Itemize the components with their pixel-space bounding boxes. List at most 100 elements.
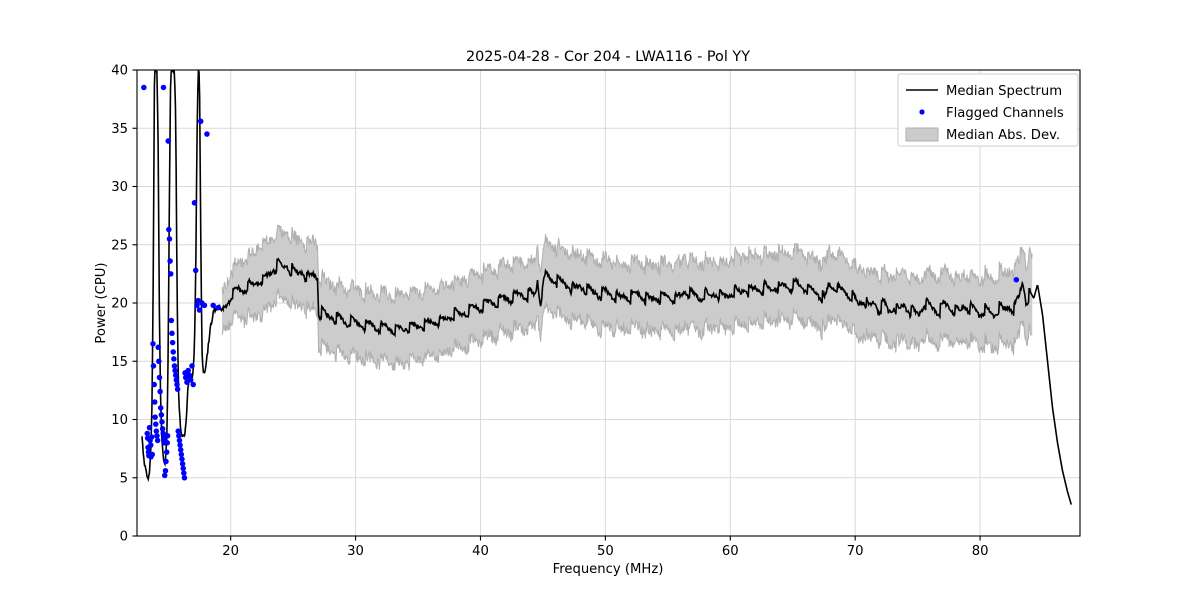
- flagged-channel-dot: [160, 430, 166, 437]
- plot-content: [141, 70, 1073, 505]
- flagged-channel-dot: [174, 386, 181, 392]
- tick-label-x: 70: [847, 544, 864, 559]
- flagged-channel-dot: [149, 451, 155, 458]
- flagged-channel-dot: [170, 349, 176, 355]
- flagged-channel-dot: [151, 381, 157, 388]
- tick-label-y: 40: [111, 64, 128, 79]
- flagged-channel-dot: [180, 465, 186, 472]
- tick-label-y: 0: [120, 530, 128, 545]
- flagged-channel-dot: [165, 138, 171, 144]
- flagged-channel-dot: [157, 405, 164, 411]
- flagged-channel-dot: [167, 258, 173, 264]
- flagged-channel-dot: [172, 372, 179, 378]
- flagged-channel-dot: [157, 388, 163, 395]
- flagged-channel-dot: [174, 381, 180, 388]
- flagged-channel-dot: [181, 474, 188, 481]
- axis-ticks: 20 30 40 50 60 70 80 0 5 10 15 20 25 30 35 40: [111, 64, 988, 559]
- flagged-channel-dot: [173, 377, 180, 383]
- flagged-channel-dot: [187, 377, 194, 383]
- legend-label-median-spectrum: Median Spectrum: [946, 84, 1062, 99]
- flagged-channel-dot: [160, 84, 167, 91]
- flagged-channel-dot: [154, 433, 160, 439]
- flagged-channel-dot: [210, 302, 216, 309]
- tick-label-y: 20: [111, 297, 128, 312]
- flagged-channel-dot: [196, 307, 203, 313]
- mad-upper-edge: [221, 224, 1033, 305]
- flagged-channel-dot: [172, 367, 178, 374]
- tick-label-y: 25: [111, 238, 128, 253]
- flagged-channel-dot: [150, 341, 156, 347]
- flagged-channel-dot: [161, 472, 168, 479]
- flagged-channel-dot: [155, 344, 161, 351]
- flagged-channel-dot: [190, 381, 196, 388]
- flagged-channel-dot: [201, 302, 208, 309]
- flagged-channel-dot: [164, 433, 171, 439]
- flagged-channel-dot: [163, 458, 169, 465]
- flagged-channel-dot: [191, 200, 198, 206]
- flagged-channel-dot: [151, 399, 158, 405]
- legend-box[interactable]: Median Spectrum Flagged Channels Median …: [897, 73, 1079, 147]
- flagged-channel-dot: [156, 374, 163, 381]
- y-axis-label: Power (CPU): [94, 262, 109, 343]
- flagged-channel-dot: [192, 267, 199, 274]
- legend-label-median-abs-dev: Median Abs. Dev.: [946, 128, 1060, 143]
- legend-dot-swatch: [919, 109, 925, 115]
- flagged-channel-dot: [144, 430, 150, 437]
- flagged-channel-dot: [154, 437, 161, 444]
- flagged-channel-dot: [176, 433, 182, 439]
- page-title: 2025-04-28 - Cor 204 - LWA116 - Pol YY: [466, 49, 750, 65]
- tick-label-x: 50: [597, 544, 614, 559]
- flagged-channel-dot: [171, 356, 177, 362]
- legend-frame: [897, 73, 1079, 147]
- tick-label-y: 15: [111, 355, 128, 370]
- flagged-channel-dot: [164, 440, 170, 446]
- flagged-channels-scatter: [141, 84, 1020, 481]
- x-axis-label: Frequency (MHz): [553, 562, 664, 577]
- flagged-channel-dot: [147, 442, 154, 448]
- legend-label-flagged-channels: Flagged Channels: [946, 106, 1064, 121]
- flagged-channel-dot: [215, 304, 221, 311]
- tick-label-x: 80: [972, 544, 989, 559]
- flagged-channel-dot: [148, 434, 155, 440]
- flagged-channel-dot: [189, 363, 195, 369]
- legend-patch-swatch: [905, 127, 939, 142]
- mad-lower-edge: [221, 287, 1033, 371]
- flagged-channel-dot: [179, 456, 185, 462]
- flagged-channel-dot: [162, 468, 169, 474]
- flagged-channel-dot: [186, 372, 193, 378]
- flagged-channel-dot: [141, 84, 147, 91]
- tick-label-x: 30: [347, 544, 364, 559]
- flagged-channel-dot: [169, 330, 175, 337]
- flagged-channel-dot: [194, 302, 200, 309]
- flagged-channel-dot: [152, 414, 158, 420]
- flagged-channel-dot: [197, 118, 204, 125]
- flagged-channel-dot: [159, 419, 165, 425]
- flagged-channel-dot: [181, 470, 187, 476]
- flagged-channel-dot: [175, 428, 181, 434]
- tick-label-y: 35: [111, 122, 128, 137]
- flagged-channel-dot: [204, 131, 210, 137]
- tick-label-x: 60: [722, 544, 739, 559]
- flagged-channel-dot: [177, 442, 183, 448]
- flagged-channel-dot: [177, 447, 184, 453]
- flagged-channel-dot: [150, 363, 157, 369]
- tick-label-y: 30: [111, 180, 128, 195]
- flagged-channel-dot: [163, 449, 170, 455]
- tick-label-y: 10: [111, 413, 128, 428]
- axes-spines: [136, 69, 1081, 537]
- flagged-channel-dot: [1013, 276, 1020, 283]
- flagged-channel-dot: [185, 367, 191, 374]
- flagged-channel-dot: [168, 317, 175, 324]
- flagged-channel-dot: [171, 363, 178, 369]
- flagged-channel-dot: [166, 236, 173, 242]
- flagged-channel-dot: [178, 451, 185, 458]
- median-spectrum-line: [141, 70, 1073, 505]
- flagged-channel-dot: [167, 271, 174, 277]
- flagged-channel-dot: [166, 226, 172, 233]
- flagged-channel-dot: [146, 424, 153, 431]
- flagged-channel-dot: [169, 339, 176, 346]
- flagged-channel-dot: [176, 437, 183, 444]
- tick-label-x: 20: [222, 544, 239, 559]
